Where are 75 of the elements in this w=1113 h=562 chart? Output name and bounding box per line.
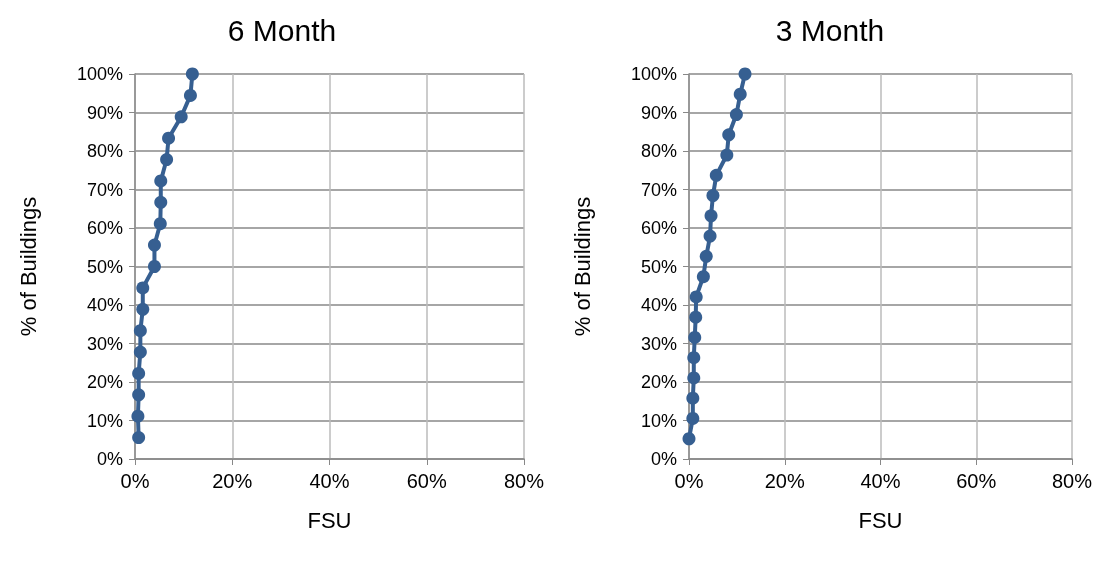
y-tick-label: 100% — [76, 64, 123, 84]
y-tick-label: 90% — [640, 102, 677, 123]
y-tick-label: 40% — [86, 295, 123, 315]
chart-title: 3 Month — [775, 13, 885, 47]
point — [689, 290, 703, 304]
point — [154, 174, 168, 188]
y-tick-label: 0% — [650, 449, 677, 469]
point — [160, 153, 174, 167]
point — [133, 345, 147, 359]
point — [682, 432, 696, 446]
y-tick-label: 40% — [640, 295, 677, 315]
point — [722, 128, 736, 142]
y-tick-label: 80% — [86, 141, 123, 161]
y-tick-label: 30% — [640, 333, 677, 354]
y-tick-label: 90% — [86, 102, 123, 123]
point — [132, 431, 146, 445]
point — [688, 330, 702, 344]
y-tick-label: 60% — [640, 218, 677, 238]
point — [729, 108, 743, 122]
point — [687, 351, 701, 365]
x-tick-label: 40% — [860, 470, 901, 492]
point — [183, 88, 197, 102]
point — [687, 371, 701, 385]
point — [704, 209, 718, 223]
y-tick-label: 60% — [86, 218, 123, 238]
point — [136, 302, 150, 316]
y-tick-label: 70% — [86, 179, 123, 200]
point — [147, 260, 161, 273]
x-tick-label: 40% — [309, 470, 350, 492]
point — [703, 229, 717, 243]
point — [689, 310, 703, 324]
point — [733, 87, 747, 101]
chart-title: 6 Month — [227, 13, 337, 47]
y-tick-label: 100% — [630, 64, 677, 84]
point — [132, 388, 146, 402]
point — [720, 148, 734, 162]
y-tick-label: 20% — [640, 372, 677, 392]
x-tick-label: 0% — [674, 470, 704, 492]
x-tick-label: 60% — [956, 470, 997, 492]
point — [133, 324, 147, 338]
point — [699, 249, 713, 263]
x-axis-title: FSU — [858, 507, 903, 533]
point — [131, 409, 145, 423]
x-tick-label: 80% — [503, 470, 545, 492]
y-axis-title: % of Buildings — [15, 196, 41, 337]
x-tick-label: 80% — [1051, 470, 1093, 492]
y-tick-label: 50% — [86, 256, 123, 277]
x-tick-label: 60% — [406, 470, 447, 492]
y-tick-label: 30% — [86, 333, 123, 354]
point — [153, 217, 167, 231]
point — [132, 366, 146, 380]
y-tick-label: 10% — [640, 410, 677, 431]
x-tick-label: 0% — [120, 470, 150, 492]
point — [706, 189, 720, 203]
y-tick-label: 0% — [96, 449, 123, 469]
x-tick-label: 20% — [764, 470, 805, 492]
point — [696, 270, 710, 284]
point — [147, 238, 161, 252]
point — [686, 411, 700, 425]
x-tick-label: 20% — [212, 470, 253, 492]
y-tick-label: 80% — [640, 141, 677, 161]
point — [174, 110, 188, 124]
x-axis-title: FSU — [307, 507, 352, 533]
y-tick-label: 10% — [86, 410, 123, 431]
y-axis-title: % of Buildings — [569, 196, 595, 337]
point — [686, 391, 700, 405]
point — [709, 168, 723, 182]
point — [162, 131, 176, 145]
y-tick-label: 70% — [640, 179, 677, 200]
point — [738, 67, 752, 81]
point — [185, 67, 199, 81]
point — [136, 281, 150, 295]
point — [154, 195, 168, 209]
y-tick-label: 20% — [86, 372, 123, 392]
y-tick-label: 50% — [640, 256, 677, 277]
